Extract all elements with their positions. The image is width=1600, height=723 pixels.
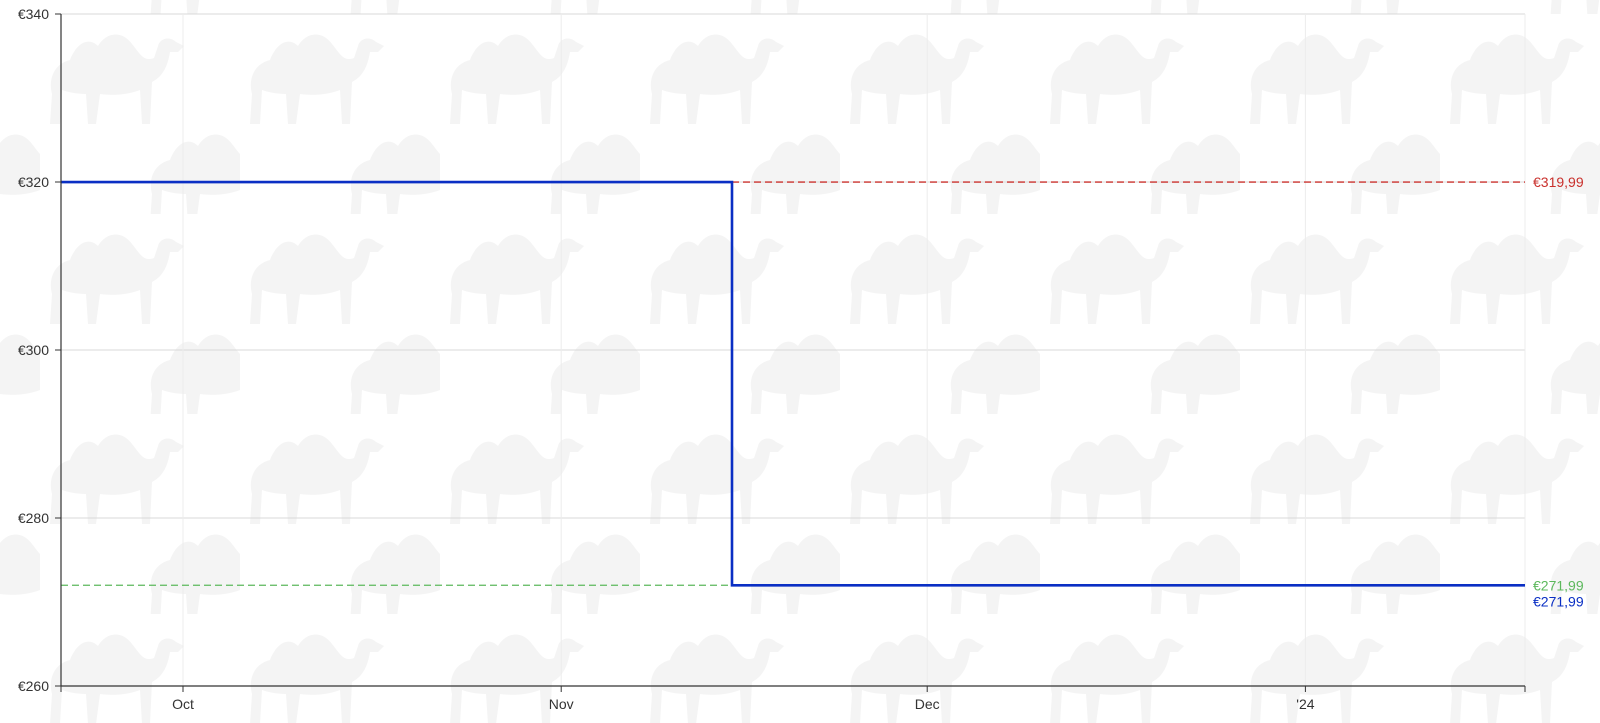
axes: [55, 13, 1526, 692]
x-tick-label: Dec: [915, 696, 940, 712]
y-tick-label: €280: [18, 510, 49, 526]
y-tick-label: €320: [18, 174, 49, 190]
lowest-price-label: €271,99: [1533, 577, 1584, 593]
y-tick-label: €260: [18, 678, 49, 694]
labels: €260 €280 €300 €320 €340 Oct Nov Dec '24 €319,99 €…: [18, 6, 1584, 712]
price-series-line: [61, 180, 1525, 587]
x-tick-label: Nov: [549, 696, 574, 712]
x-tick-label: Oct: [172, 696, 194, 712]
y-tick-label: €340: [18, 6, 49, 22]
highest-price-label: €319,99: [1533, 174, 1584, 190]
reference-lines: [61, 181, 1525, 586]
y-tick-label: €300: [18, 342, 49, 358]
current-price-label: €271,99: [1533, 593, 1584, 609]
x-tick-label: '24: [1296, 696, 1314, 712]
series-layer: [61, 180, 1525, 587]
